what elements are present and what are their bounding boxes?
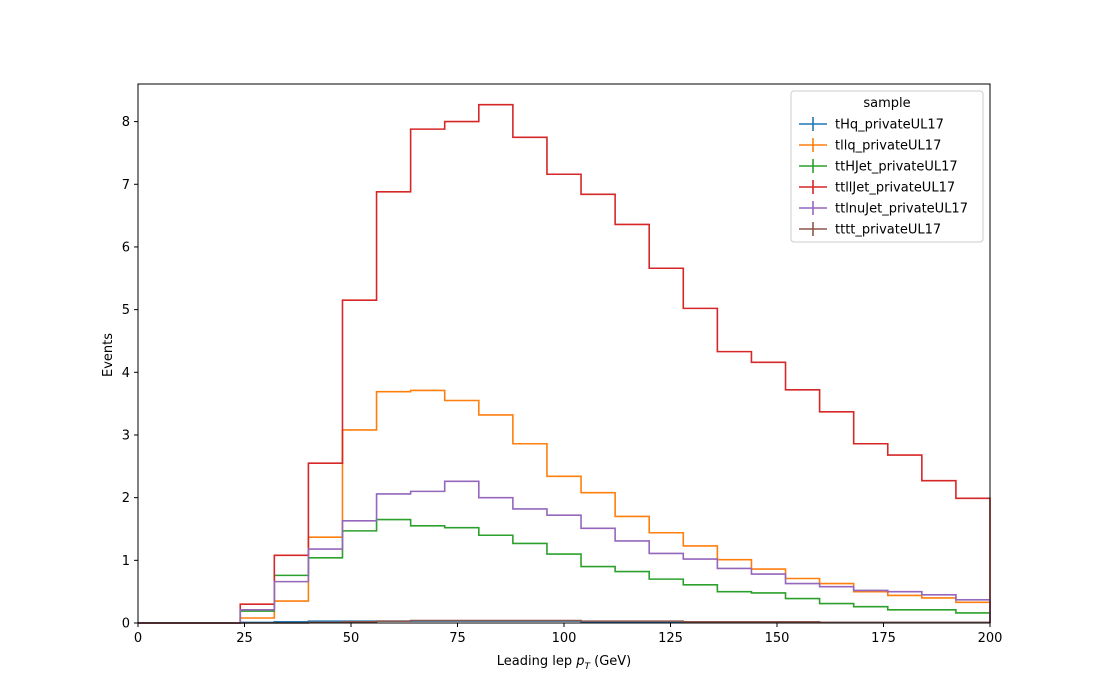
legend-entry: tHq_privateUL17 <box>799 117 944 133</box>
legend-box <box>790 90 984 243</box>
legend-entries: tHq_privateUL17 tllq_privateUL17 ttHJet_pr… <box>799 117 968 238</box>
y-tick-label: 7 <box>122 178 130 193</box>
x-tick-label: 75 <box>449 631 466 646</box>
x-tick-label: 100 <box>552 631 577 646</box>
x-axis: 0 25 50 75 100 125 150 175 200 <box>134 623 1003 646</box>
y-tick-label: 1 <box>122 554 130 569</box>
x-tick-label: 150 <box>765 631 790 646</box>
y-tick-label: 2 <box>122 491 130 506</box>
y-tick-label: 0 <box>122 617 130 632</box>
x-tick-label: 175 <box>871 631 896 646</box>
legend-label: ttlnuJet_privateUL17 <box>835 202 968 217</box>
y-tick-label: 3 <box>122 428 130 443</box>
y-tick-label: 6 <box>122 240 130 255</box>
legend-label: tllq_privateUL17 <box>835 139 941 154</box>
legend-title: sample <box>863 96 910 111</box>
y-tick-label: 5 <box>122 303 130 318</box>
legend-entry: tllq_privateUL17 <box>799 138 941 154</box>
x-tick-label: 125 <box>658 631 683 646</box>
legend-entry: ttllJet_privateUL17 <box>799 180 955 196</box>
legend-label: ttHJet_privateUL17 <box>835 160 958 175</box>
legend-label: tHq_privateUL17 <box>835 118 944 133</box>
x-axis-label: Leading lep pT (GeV) <box>497 654 631 672</box>
legend-entry: ttHJet_privateUL17 <box>799 159 958 175</box>
y-axis-label: Events <box>101 333 116 377</box>
legend: sample tHq_privateUL17 tllq_privateUL17tt… <box>790 90 984 243</box>
series-layer <box>138 103 991 624</box>
series-line-ttlljet-privateul17 <box>138 103 991 624</box>
series-line-ttlnujet-privateul17 <box>138 480 991 624</box>
x-tick-label: 0 <box>134 631 142 646</box>
y-tick-label: 4 <box>122 366 130 381</box>
y-axis: 0 1 2 3 4 5 6 7 8 <box>122 115 138 632</box>
legend-entry: ttlnuJet_privateUL17 <box>799 201 968 217</box>
x-tick-label: 25 <box>236 631 253 646</box>
y-tick-label: 8 <box>122 115 130 130</box>
x-tick-label: 200 <box>978 631 1003 646</box>
legend-label: ttllJet_privateUL17 <box>835 181 955 196</box>
legend-entry: tttt_privateUL17 <box>799 222 941 238</box>
x-tick-label: 50 <box>343 631 360 646</box>
legend-label: tttt_privateUL17 <box>835 223 941 238</box>
